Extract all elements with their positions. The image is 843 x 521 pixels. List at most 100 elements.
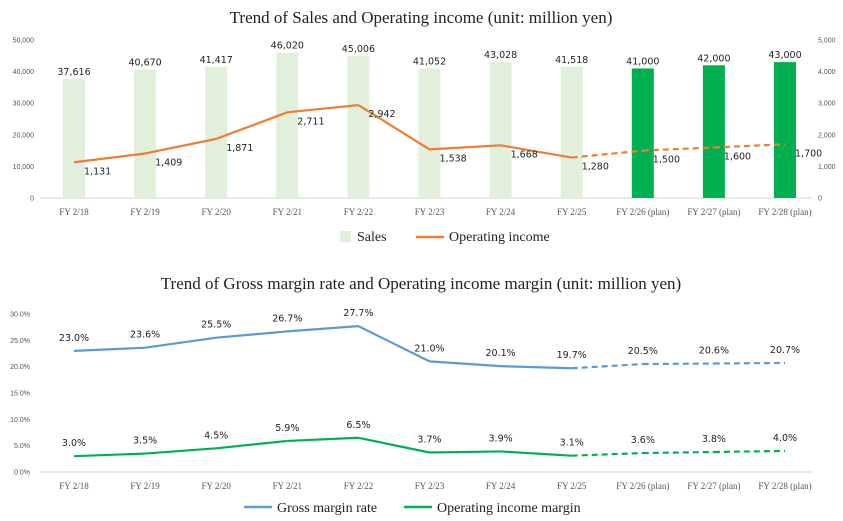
sales-data-label: 45,006 (342, 44, 375, 55)
y-tick-label: 10.0% (10, 417, 30, 424)
x-tick-label: FY 2/25 (557, 481, 587, 491)
x-tick-label: FY 2/19 (130, 207, 160, 217)
sales-bar (702, 65, 725, 198)
operating-margin-data-label: 3.0% (62, 438, 86, 449)
x-tick-label: FY 2/26 (plan) (616, 481, 669, 491)
sales-data-label: 41,417 (200, 55, 233, 66)
operating-margin-data-label: 3.1% (560, 438, 584, 449)
operating-margin-data-label: 3.7% (417, 435, 441, 446)
gross-margin-data-label: 20.1% (486, 348, 516, 359)
operating-income-data-label: 1,871 (226, 143, 253, 154)
gross-margin-segment (571, 362, 643, 370)
gross-margin-data-label: 20.6% (699, 346, 729, 357)
sales-data-label: 46,020 (271, 41, 304, 52)
operating-income-data-label: 1,409 (155, 157, 182, 168)
legend-label-operating-income: Operating income (449, 230, 550, 245)
operating-margin-segment (429, 450, 501, 454)
operating-income-data-label: 1,280 (582, 162, 609, 173)
sales-bar (774, 62, 796, 199)
operating-income-data-label: 1,538 (440, 153, 467, 164)
gross-margin-segment (144, 336, 217, 349)
chart1-title: Trend of Sales and Operating income (uni… (230, 8, 613, 27)
x-tick-label: FY 2/25 (557, 207, 587, 217)
y-tick-label: 30.0% (10, 312, 30, 319)
legend-label-sales: Sales (357, 230, 387, 245)
gross-margin-data-label: 23.6% (130, 330, 160, 341)
x-tick-label: FY 2/28 (plan) (758, 481, 811, 491)
operating-margin-data-label: 5.9% (275, 423, 299, 434)
chart1-sales-labels: 37,616 40,670 41,417 46,020 45,006 41,052 43,0… (57, 41, 801, 79)
operating-income-data-label: 2,942 (368, 109, 395, 120)
gross-margin-segment (216, 330, 288, 339)
operating-margin-data-label: 6.5% (346, 420, 370, 431)
operating-income-data-label: 2,711 (297, 116, 324, 127)
sales-data-label: 43,028 (484, 50, 517, 61)
sales-data-label: 43,000 (768, 50, 801, 61)
right-tick-label: 4,000 (818, 69, 836, 76)
x-tick-label: FY 2/23 (415, 207, 445, 217)
x-tick-label: FY 2/22 (344, 207, 373, 217)
left-tick-label: 40,000 (13, 69, 35, 76)
x-tick-label: FY 2/21 (273, 481, 302, 491)
left-tick-label: 10,000 (13, 164, 35, 171)
operating-margin-segment (145, 447, 217, 455)
chart2-data-labels: 23.0% 23.6% 25.5% 26.7% 27.7% 21.0% 20.1% 19.7%… (59, 308, 800, 449)
operating-margin-data-label: 4.0% (773, 433, 797, 444)
chart1-right-axis-ticks: 0 1,000 2,000 3,000 4,000 5,000 (818, 38, 836, 203)
chart2-legend: Gross margin rate Operating income margi… (244, 501, 581, 516)
sales-bar (489, 62, 512, 198)
sales-bar (560, 66, 583, 198)
operating-margin-segment (713, 449, 786, 454)
gross-margin-data-label: 25.5% (201, 320, 231, 331)
sales-bar (205, 67, 228, 198)
chart1-x-axis-ticks: FY 2/18 FY 2/19 FY 2/20 FY 2/21 FY 2/22 FY 2/… (59, 207, 811, 217)
gross-margin-segment (642, 362, 714, 366)
x-tick-label: FY 2/18 (59, 207, 89, 217)
left-tick-label: 30,000 (13, 101, 35, 108)
sales-bar (63, 79, 85, 198)
operating-income-segment (73, 152, 146, 164)
operating-income-data-label: 1,668 (511, 149, 538, 160)
x-tick-label: FY 2/21 (273, 207, 302, 217)
sales-data-label: 41,518 (555, 55, 588, 66)
chart2-y-axis-ticks: 0.0% 5.0% 10.0% 15.0% 20.0% 25.0% 30.0% (10, 312, 30, 477)
operating-margin-segment (73, 452, 146, 458)
operating-income-data-label: 1,700 (795, 148, 822, 159)
gross-margin-segment (500, 365, 572, 370)
legend-label-gross-margin: Gross margin rate (277, 501, 377, 516)
gross-margin-data-label: 21.0% (414, 343, 444, 354)
left-tick-label: 50,000 (13, 38, 35, 45)
right-tick-label: 0 (818, 196, 822, 203)
operating-margin-data-label: 3.6% (631, 435, 655, 446)
operating-income-segment (215, 111, 288, 140)
legend-label-operating-margin: Operating income margin (437, 501, 581, 516)
sales-data-label: 41,052 (413, 56, 446, 67)
left-tick-label: 0 (30, 196, 34, 203)
operating-margin-segment (642, 450, 714, 455)
x-tick-label: FY 2/28 (plan) (758, 207, 811, 217)
operating-income-segment (429, 144, 501, 151)
sales-bar (276, 52, 299, 199)
gross-margin-data-label: 23.0% (59, 333, 89, 344)
x-tick-label: FY 2/23 (415, 481, 445, 491)
y-tick-label: 20.0% (10, 364, 30, 371)
x-tick-label: FY 2/22 (344, 481, 373, 491)
operating-margin-segment (358, 436, 430, 454)
sales-data-label: 37,616 (57, 67, 90, 78)
x-tick-label: FY 2/24 (486, 207, 516, 217)
x-tick-label: FY 2/27 (plan) (687, 207, 740, 217)
operating-margin-segment (287, 436, 359, 443)
right-tick-label: 1,000 (818, 164, 836, 171)
gross-margin-data-label: 20.5% (628, 346, 658, 357)
x-tick-label: FY 2/20 (201, 207, 231, 217)
sales-bar (134, 69, 157, 198)
chart2-lines (73, 325, 786, 458)
gross-margin-segment (713, 361, 786, 365)
gross-margin-data-label: 26.7% (272, 313, 302, 324)
operating-income-data-label: 1,500 (653, 155, 680, 166)
sales-data-label: 42,000 (697, 53, 730, 64)
operating-income-segment (571, 149, 643, 159)
operating-income-segment (144, 137, 217, 155)
operating-margin-data-label: 3.8% (702, 434, 726, 445)
chart1-legend: Sales Operating income (340, 230, 550, 245)
